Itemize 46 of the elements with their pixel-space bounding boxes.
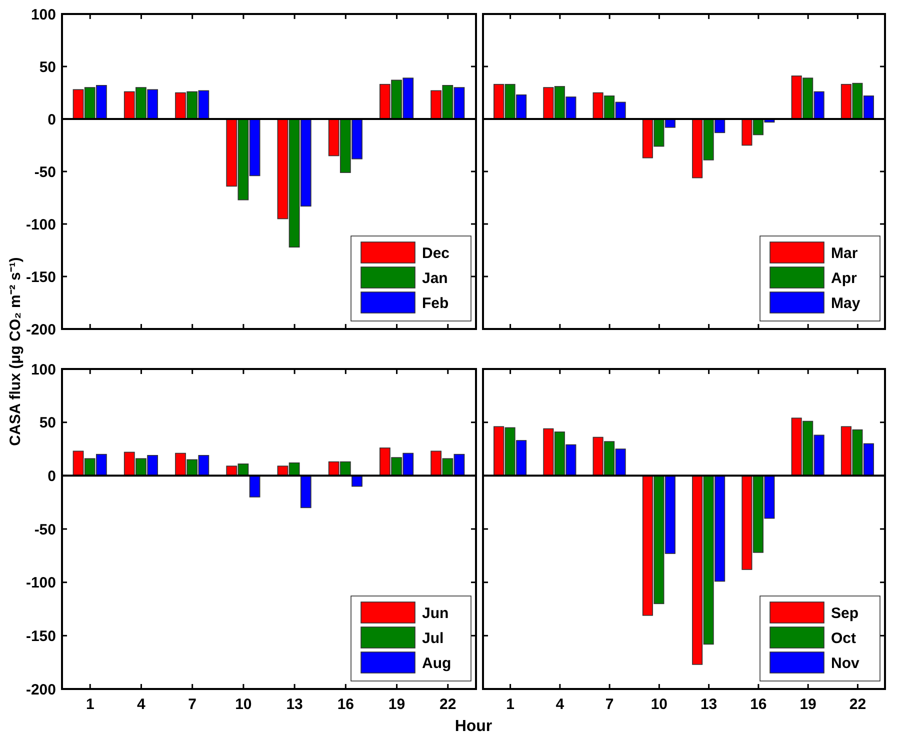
- y-tick-label: -50: [34, 521, 56, 538]
- x-tick-label: 13: [700, 696, 718, 713]
- legend-label: Feb: [422, 295, 449, 312]
- bar: [249, 475, 260, 498]
- x-tick-label: 10: [235, 696, 252, 713]
- legend-label: Jan: [422, 270, 448, 287]
- legend-label: May: [831, 295, 861, 312]
- y-tick-label: -150: [26, 628, 56, 645]
- legend-label: Jul: [422, 630, 444, 647]
- x-tick-label: 22: [849, 696, 866, 713]
- x-tick-label: 16: [750, 696, 767, 713]
- y-tick-label: 50: [39, 414, 56, 432]
- legend-label: Oct: [831, 630, 856, 647]
- y-tick-label: 100: [30, 361, 56, 378]
- legend-label: Aug: [422, 655, 452, 672]
- legend-label: Apr: [831, 270, 857, 287]
- y-tick-label: -150: [26, 268, 56, 286]
- bar: [300, 475, 312, 508]
- x-tick-label: 1: [506, 696, 514, 713]
- x-tick-label: 7: [188, 696, 197, 713]
- x-tick-label: 7: [605, 696, 614, 713]
- legend-label: Sep: [831, 605, 859, 622]
- x-tick-label: 10: [650, 696, 668, 713]
- y-tick-label: 0: [48, 111, 56, 128]
- y-tick-label: 50: [39, 58, 56, 76]
- y-axis-title: CASA flux (μg CO₂ m⁻² s⁻¹): [7, 257, 24, 446]
- x-tick-label: 22: [440, 696, 456, 713]
- legend-label: Jun: [422, 605, 449, 622]
- y-tick-label: -50: [34, 164, 56, 181]
- x-axis-title: Hour: [454, 718, 492, 735]
- x-tick-label: 4: [137, 696, 146, 713]
- y-tick-label: -200: [26, 321, 56, 338]
- x-tick-label: 19: [388, 696, 406, 713]
- legend-label: Mar: [831, 245, 858, 262]
- y-tick-label: 0: [48, 468, 56, 485]
- y-tick-label: -100: [26, 574, 56, 592]
- y-tick-label: -200: [26, 681, 56, 698]
- legend-label: Nov: [831, 655, 860, 672]
- x-tick-label: 13: [286, 696, 303, 713]
- y-tick-label: 100: [30, 6, 56, 24]
- x-tick-label: 1: [86, 696, 94, 713]
- x-tick-label: 16: [337, 696, 354, 713]
- x-tick-label: 19: [800, 696, 816, 713]
- y-tick-label: -100: [26, 216, 56, 234]
- legend-label: Dec: [422, 245, 450, 262]
- x-tick-label: 4: [556, 696, 565, 713]
